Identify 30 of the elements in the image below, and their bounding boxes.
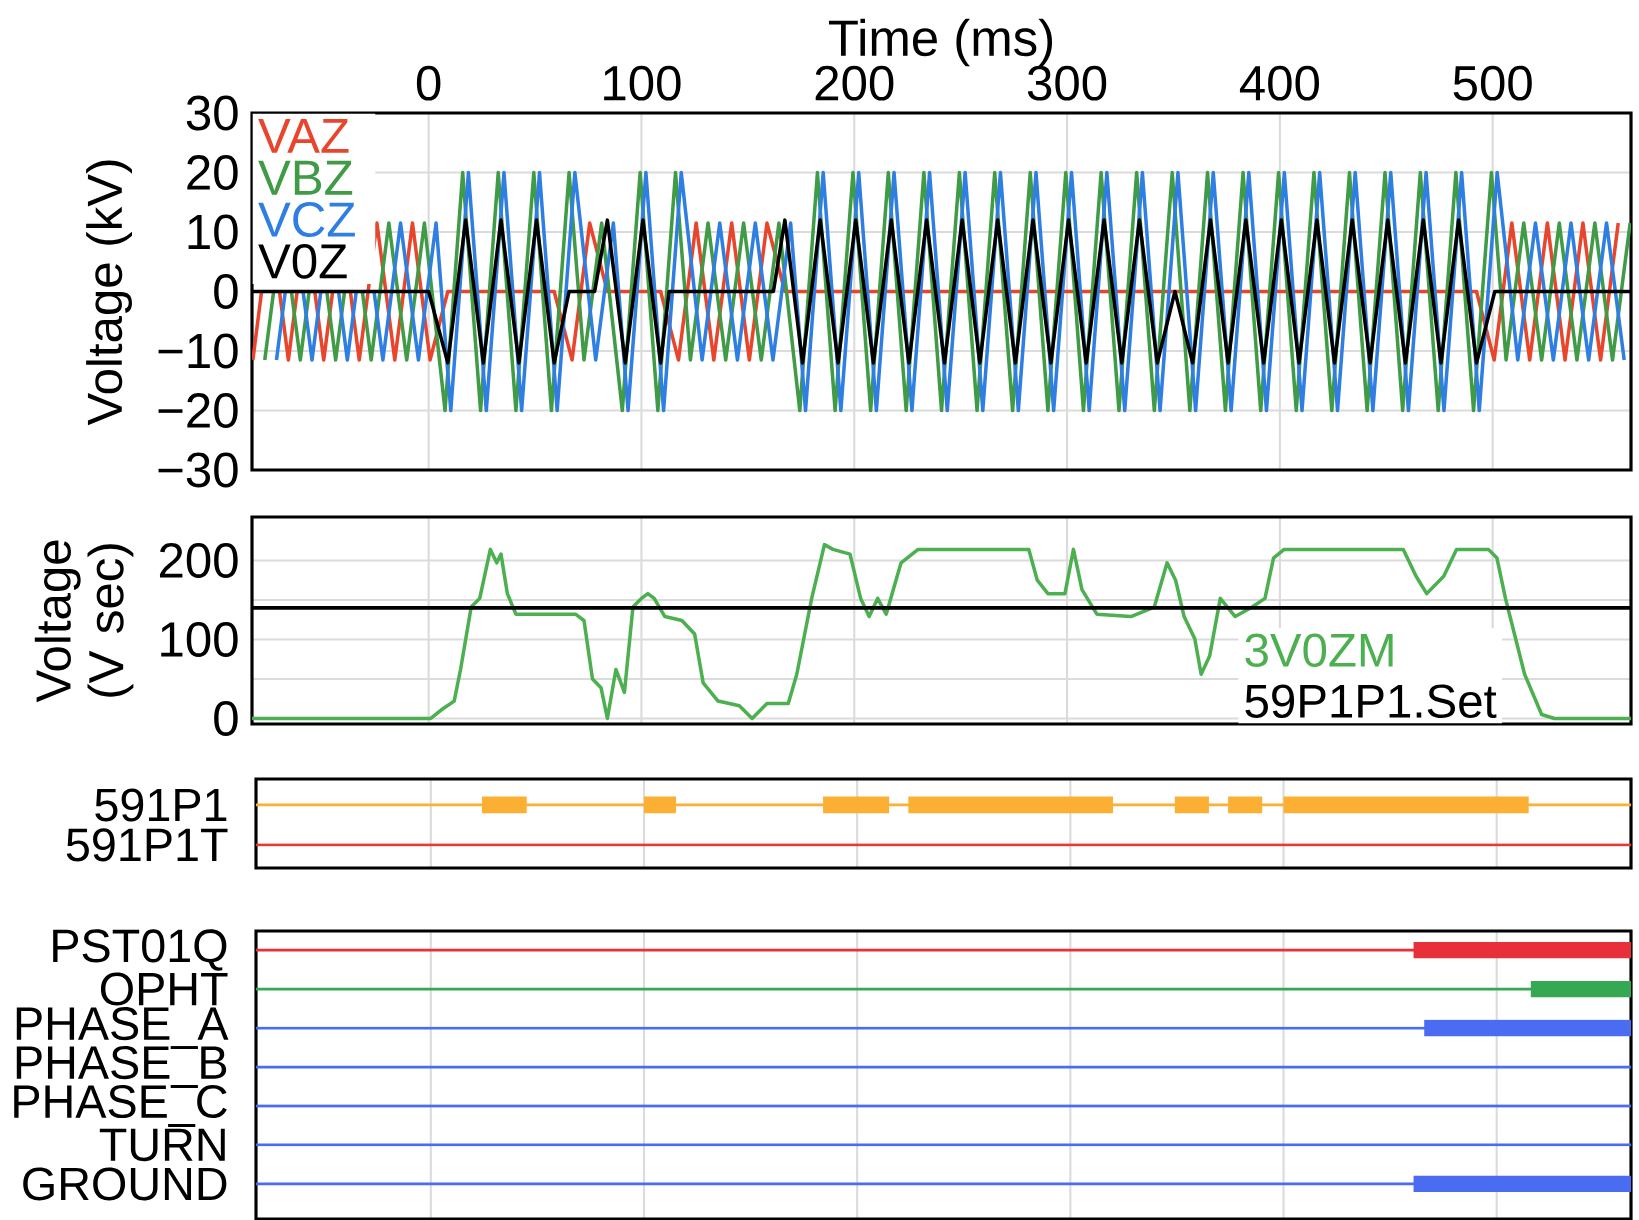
y-tick-label: OPHT: [100, 972, 228, 1006]
y-tick-label: 0: [214, 701, 238, 736]
y-tick-label: 200: [159, 543, 238, 578]
x-tick-label: 500: [1453, 65, 1532, 101]
series-label: VBZ: [258, 160, 353, 195]
series-label: VAZ: [258, 119, 349, 153]
y-axis-title: Voltage (kV): [86, 160, 132, 426]
y-tick-label: 591P1: [95, 788, 227, 822]
series-label: VCZ: [258, 202, 355, 237]
x-tick-label: 100: [604, 65, 681, 101]
y-tick-label: 0: [214, 274, 238, 309]
x-tick-label: 200: [815, 65, 894, 101]
y-tick-label: GROUND: [23, 1167, 227, 1201]
y-tick-label: 10: [188, 214, 238, 250]
y-tick-label: −20: [158, 393, 238, 428]
y-axis-title: Voltage (V sec): [34, 540, 134, 703]
y-tick-label: 20: [187, 155, 238, 190]
x-tick-label: 300: [1027, 65, 1107, 101]
y-tick-label: 591P1T: [66, 828, 228, 862]
x-tick-label: 0: [416, 65, 441, 101]
series-label: 3V0ZM: [1245, 633, 1393, 668]
y-tick-label: PST01Q: [53, 929, 227, 971]
y-tick-label: TURN: [99, 1128, 225, 1162]
y-tick-label: 30: [186, 95, 238, 131]
x-tick-label: 400: [1239, 65, 1320, 101]
y-tick-label: −30: [158, 452, 238, 488]
y-tick-label: 100: [161, 622, 238, 657]
ref-line-label: 59P1P1.Set: [1245, 684, 1497, 718]
series-label: V0Z: [258, 243, 347, 279]
y-tick-label: −10: [158, 333, 238, 369]
